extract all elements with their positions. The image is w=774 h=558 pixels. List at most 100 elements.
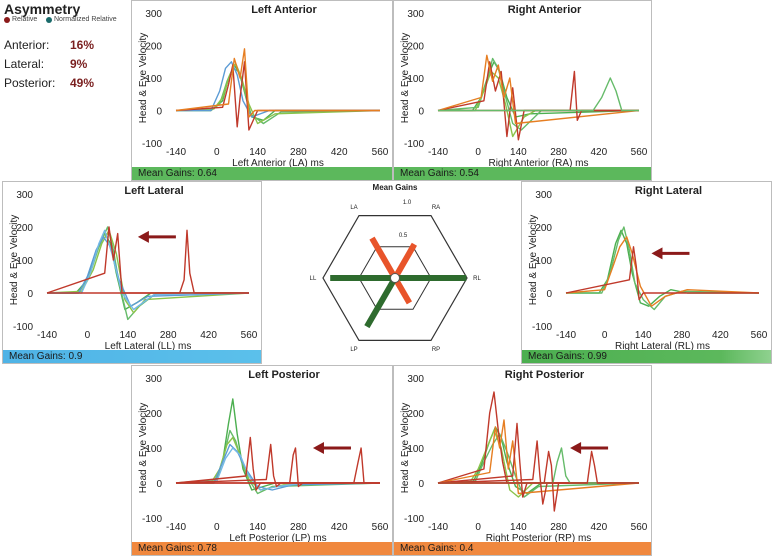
mean-gains-radar: Mean Gains 1.0 0.5 LA RA RL RP LP LL: [310, 183, 482, 353]
y-tick-label: 0: [418, 479, 424, 490]
trace-sacc-1: [175, 61, 380, 131]
y-tick-label: -100: [404, 514, 424, 525]
x-tick-label: 280: [550, 147, 567, 158]
x-tick-label: 420: [590, 522, 607, 533]
radar-gain-la: [369, 236, 398, 280]
x-tick-label: 280: [290, 147, 307, 158]
x-tick-label: 280: [290, 522, 307, 533]
trace-sacc-4: [437, 440, 639, 505]
x-axis-label: Left Anterior (LA) ms: [232, 158, 324, 169]
mean-gains-bar-ra: Mean Gains: 0.54: [394, 167, 651, 180]
radar-center-dot: [390, 273, 400, 283]
trace-sacc-2: [175, 48, 380, 118]
chart-right-lateral: Right Lateral 300 200 100 0 -100 -140 0 140 280 42…: [528, 185, 768, 352]
y-tick-label: -100: [142, 514, 162, 525]
trace-eye-2: [175, 447, 380, 491]
mean-gains-bar-rl: Mean Gains: 0.99: [522, 350, 771, 363]
y-tick-label: 300: [16, 190, 33, 201]
x-tick-label: 420: [590, 147, 607, 158]
y-tick-label: 0: [546, 289, 552, 300]
trace-sacc-2: [47, 229, 249, 294]
y-tick-label: -100: [142, 139, 162, 150]
x-tick-label: 140: [510, 522, 527, 533]
y-tick-label: -100: [532, 322, 552, 333]
anterior-value: 16%: [70, 38, 95, 52]
x-axis-label: Right Posterior (RP) ms: [486, 533, 592, 544]
legend-relative-label: Relative: [12, 16, 38, 23]
trace-sacc-6: [438, 450, 639, 484]
x-tick-label: -140: [37, 330, 57, 341]
mean-gains-bar-la: Mean Gains: 0.64: [132, 167, 392, 180]
asymmetry-panel: Asymmetry Relative Normalized Relative A…: [4, 0, 130, 120]
mean-gains-lp: Mean Gains: 0.78: [138, 543, 217, 554]
y-axis-label: Head & Eye Velocity: [138, 33, 149, 124]
x-tick-label: 0: [214, 522, 220, 533]
panel-right-posterior: Right Posterior 300 200 100 0 -100 -140 0 140 280…: [393, 365, 652, 556]
y-tick-label: 0: [27, 289, 33, 300]
legend-normalized-dot: [46, 16, 52, 23]
x-tick-label: 560: [631, 147, 648, 158]
x-tick-label: -140: [166, 522, 186, 533]
legend-relative: Relative: [4, 16, 37, 23]
x-tick-label: -140: [428, 147, 448, 158]
trace-head-2: [437, 57, 639, 131]
chart-left-anterior: Left Anterior 300 200 100 0 -100 -140 0 140 280 42…: [138, 4, 389, 169]
chart-right-posterior: Right Posterior 300 200 100 0 -100 -140 0 140 280…: [400, 369, 648, 544]
y-tick-label: 300: [407, 9, 424, 20]
x-axis-label: Right Lateral (RL) ms: [615, 341, 710, 352]
chart-title: Left Lateral: [124, 185, 183, 197]
y-tick-label: 200: [407, 42, 424, 53]
chart-right-anterior: Right Anterior 300 200 100 0 -100 -140 0 140 280 4…: [400, 4, 648, 169]
radar-outer-hexagon: [322, 214, 468, 341]
radar-title: Mean Gains: [373, 183, 418, 192]
mean-gains-rp: Mean Gains: 0.4: [400, 543, 474, 554]
trace-sacc-1: [437, 61, 639, 141]
y-tick-label: 100: [535, 256, 552, 267]
x-axis-label: Left Posterior (LP) ms: [229, 533, 326, 544]
y-axis-label: Head & Eye Velocity: [138, 403, 149, 494]
y-tick-label: 200: [535, 223, 552, 234]
x-tick-label: 0: [602, 330, 608, 341]
lateral-label: Lateral:: [4, 57, 45, 71]
y-tick-label: 300: [407, 374, 424, 385]
y-tick-label: 100: [407, 444, 424, 455]
radar-max-label: 1.0: [403, 200, 412, 206]
posterior-label: Posterior:: [4, 76, 56, 90]
mean-gains-bar-rp: Mean Gains: 0.4: [394, 542, 651, 555]
y-tick-label: -100: [404, 139, 424, 150]
trace-sacc-1: [565, 246, 759, 301]
mean-gains-rl: Mean Gains: 0.99: [528, 351, 607, 362]
radar-mid-label: 0.5: [399, 233, 408, 239]
trace-head-1: [566, 229, 759, 307]
radar-axis-label: RA: [432, 205, 440, 211]
x-tick-label: 140: [119, 330, 136, 341]
x-axis-label: Right Anterior (RA) ms: [488, 158, 588, 169]
arrow-head: [651, 247, 663, 260]
y-tick-label: 200: [145, 42, 162, 53]
arrow-head: [137, 230, 149, 243]
x-axis-label: Left Lateral (LL) ms: [105, 341, 192, 352]
trace-eye-1: [565, 236, 760, 307]
x-tick-label: 140: [635, 330, 652, 341]
arrow-head: [312, 442, 324, 454]
panel-left-anterior: Left Anterior 300 200 100 0 -100 -140 0 140 280 42…: [131, 0, 393, 181]
y-tick-label: 0: [418, 107, 424, 118]
y-tick-label: 200: [145, 409, 162, 420]
chart-title: Left Anterior: [251, 4, 317, 16]
trace-head-3: [438, 70, 639, 138]
x-tick-label: 140: [249, 147, 266, 158]
radar-gain-lp: [364, 276, 398, 329]
chart-title: Left Posterior: [248, 369, 320, 381]
y-axis-label: Head & Eye Velocity: [528, 215, 539, 306]
y-tick-label: 200: [407, 409, 424, 420]
panel-left-lateral: Left Lateral 300 200 100 0 -100 -140 0 140 280 420…: [2, 181, 262, 364]
y-tick-label: 200: [16, 223, 33, 234]
mean-gains-bar-ll: Mean Gains: 0.9: [3, 350, 261, 363]
y-tick-label: -100: [13, 322, 33, 333]
mean-gains-la: Mean Gains: 0.64: [138, 168, 217, 179]
x-tick-label: 420: [712, 330, 729, 341]
trace-sacc-4: [176, 447, 380, 484]
trace-head-2: [176, 67, 381, 125]
legend-relative-dot: [4, 16, 10, 23]
lateral-value: 9%: [70, 57, 88, 71]
